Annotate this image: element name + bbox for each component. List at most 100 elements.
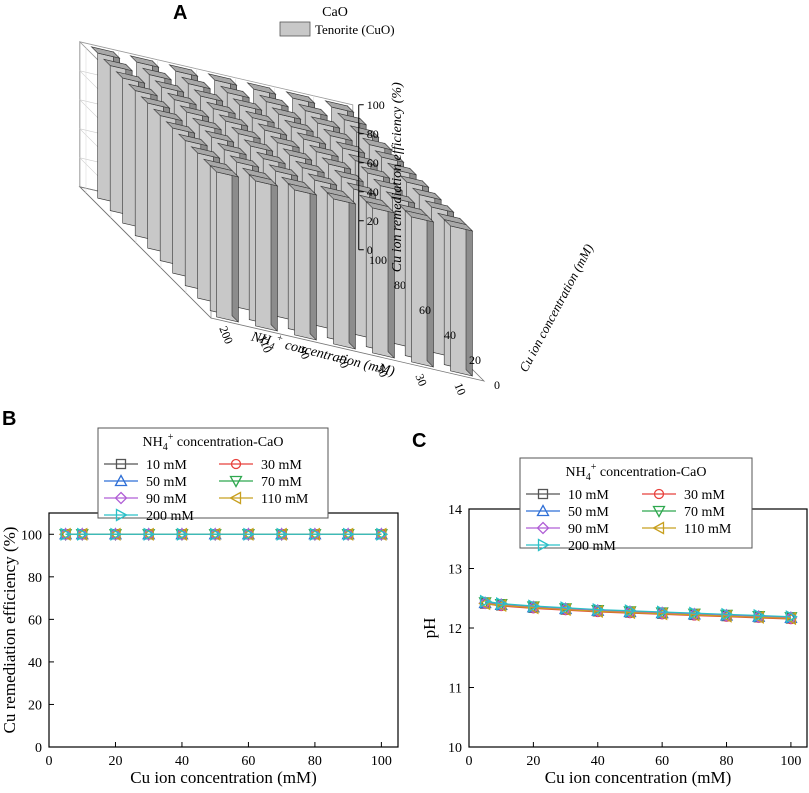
data-point [558, 603, 573, 616]
bar-top [154, 80, 185, 93]
data-point [719, 608, 734, 621]
data-point [241, 527, 256, 540]
bar-top [282, 148, 313, 161]
x-tick-label: 40 [591, 754, 605, 769]
data-point [656, 609, 668, 620]
legend-label: Tenorite (CuO) [315, 22, 395, 37]
data-point [785, 613, 797, 624]
bar [443, 219, 474, 377]
y-tick-label: 60 [28, 613, 42, 628]
data-point [60, 529, 71, 540]
bar-top [190, 146, 221, 159]
legend-label: 110 mM [684, 522, 732, 537]
bar-top [152, 108, 184, 122]
legend-label: 90 mM [146, 492, 187, 507]
data-point [176, 527, 189, 541]
data-point [591, 605, 605, 617]
data-point [376, 527, 389, 541]
data-point [752, 609, 766, 622]
data-point [689, 606, 702, 620]
bar-top [102, 58, 134, 72]
bar-top [257, 123, 288, 136]
y-tick-label: 14 [448, 503, 462, 518]
data-point [341, 527, 355, 541]
data-point [526, 601, 540, 614]
data-point [176, 529, 188, 540]
data-point [479, 598, 491, 609]
data-point [208, 527, 222, 540]
bar-top [115, 71, 146, 84]
data-point [341, 527, 355, 540]
data-point [721, 607, 734, 621]
data-point [77, 527, 90, 541]
data-point [308, 527, 321, 541]
plot-frame [48, 512, 399, 748]
y-tick-label: 10 [448, 741, 462, 756]
legend-label: 200 mM [146, 509, 194, 524]
data-point [110, 529, 121, 540]
y-axis-label: Cu ion concentration (mM) [516, 241, 596, 374]
data-point [176, 529, 188, 540]
data-point [592, 606, 603, 618]
x-axis-label: Cu ion concentration (mM) [130, 768, 317, 787]
x-tick-label: 0 [466, 754, 473, 769]
data-point [592, 602, 605, 617]
data-point [110, 527, 123, 541]
data-point [478, 597, 491, 611]
data-point [752, 610, 766, 623]
bar-top [349, 125, 380, 138]
data-point [655, 606, 669, 620]
data-point [785, 610, 798, 624]
bar-top [166, 92, 198, 106]
legend-box [97, 427, 329, 519]
data-point [784, 612, 798, 625]
bar [209, 165, 240, 323]
bar-side [270, 178, 278, 332]
data-point [175, 527, 189, 541]
x-axis-label: Cu ion concentration (mM) [545, 768, 732, 787]
bar-top [209, 165, 240, 178]
bar-top [258, 94, 290, 108]
bar-top [322, 128, 354, 142]
data-point [143, 527, 156, 541]
legend-marker [652, 505, 666, 518]
bar-top [335, 141, 366, 154]
bar-top [129, 55, 160, 68]
data-point [753, 612, 764, 623]
bar-top [443, 219, 474, 232]
data-point [75, 529, 89, 542]
y-tick-label: 40 [444, 328, 456, 342]
x-tick-label: 110 [255, 333, 275, 355]
series-70mM [59, 529, 388, 542]
data-point [308, 527, 322, 540]
bar-top [271, 107, 302, 120]
data-point [784, 611, 798, 625]
x-tick-label: 10 [451, 381, 468, 397]
legend-item: 90 mM [526, 521, 609, 537]
x-tick-label: 20 [526, 754, 540, 769]
data-point [496, 600, 507, 611]
legend-item: 200 mM [104, 508, 194, 524]
data-point [77, 529, 88, 540]
y-tick-label: 0 [494, 378, 500, 392]
x-tick-label: 70 [334, 354, 351, 370]
data-point [143, 529, 154, 540]
data-point [274, 527, 287, 541]
data-point [592, 606, 603, 617]
plot-frame [468, 508, 808, 748]
data-point [59, 527, 73, 541]
data-point [753, 608, 766, 623]
legend-label: 10 mM [146, 458, 187, 473]
y-tick-label: 80 [28, 571, 42, 586]
data-point [243, 529, 254, 540]
x-tick-label: 60 [655, 754, 669, 769]
data-point [175, 527, 188, 541]
series-30mM [60, 529, 387, 540]
series-110mM [478, 597, 797, 626]
bar-top [90, 46, 121, 59]
legend-label: 110 mM [261, 492, 309, 507]
legend-label: 50 mM [568, 505, 609, 520]
bar-top [205, 101, 237, 115]
data-point [687, 608, 701, 621]
data-point [374, 529, 388, 542]
